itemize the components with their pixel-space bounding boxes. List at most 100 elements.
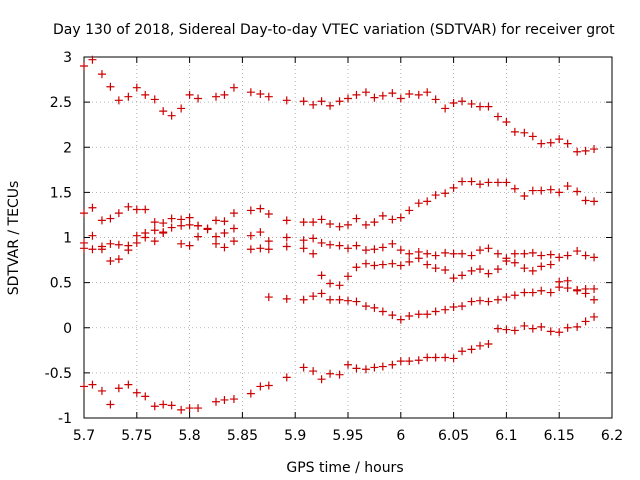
data-point-upper-middle — [80, 209, 88, 218]
data-point-low — [388, 311, 397, 320]
data-point-lower-middle — [141, 233, 150, 242]
data-point-bottom — [431, 353, 440, 362]
data-point-bottom — [185, 404, 194, 413]
data-point-lower-middle — [159, 228, 168, 237]
data-point-middle — [132, 238, 141, 247]
data-point-middle — [212, 232, 220, 241]
ticks — [83, 56, 613, 419]
data-point-middle — [563, 251, 572, 260]
data-point-near-zero — [546, 327, 555, 336]
data-point-lower-middle — [493, 265, 502, 274]
data-point-low — [510, 291, 519, 300]
x-tick-label: 5.85 — [227, 428, 258, 444]
data-point-top — [317, 97, 326, 106]
data-point-top — [458, 97, 467, 106]
data-point-upper-middle — [581, 196, 590, 205]
data-point-top — [220, 90, 229, 99]
data-point-middle — [317, 238, 326, 247]
data-point-upper-middle — [106, 214, 115, 223]
data-point-bottom — [388, 360, 397, 369]
x-tick-label: 6.2 — [601, 428, 623, 444]
data-point-top — [555, 135, 564, 144]
data-point-lower-middle — [441, 265, 450, 274]
data-point-upper-middle — [467, 177, 476, 186]
data-point-low — [449, 302, 458, 311]
data-point-upper-middle — [449, 183, 458, 192]
data-point-bottom — [414, 356, 423, 365]
data-point-upper-middle — [114, 209, 123, 218]
data-point-bottom — [141, 392, 150, 401]
data-point-upper-middle — [431, 191, 440, 200]
data-point-upper-middle — [246, 206, 255, 215]
data-point-bottom — [326, 369, 335, 378]
y-tick-label: 2 — [63, 140, 72, 156]
data-point-upper-middle — [352, 214, 361, 223]
data-point-middle — [590, 253, 599, 262]
data-point-lower-middle — [590, 284, 599, 293]
data-point-bottom — [256, 382, 265, 391]
data-point-top — [467, 99, 476, 108]
data-point-lower-middle — [150, 237, 159, 246]
x-tick-label: 6.15 — [544, 428, 575, 444]
data-point-bottom — [212, 397, 220, 406]
data-point-middle — [229, 224, 238, 233]
data-point-middle — [467, 251, 476, 260]
data-point-bottom — [449, 354, 458, 363]
data-point-top — [159, 107, 168, 116]
data-point-top — [405, 90, 414, 99]
y-tick-label: -0.5 — [45, 366, 72, 382]
data-point-top — [229, 83, 238, 92]
data-point-top — [141, 90, 150, 99]
data-point-upper-middle — [546, 185, 555, 194]
data-point-top — [590, 145, 599, 154]
data-point-middle — [220, 228, 229, 237]
data-point-middle — [405, 249, 414, 258]
data-point-middle — [484, 244, 493, 253]
data-point-bottom — [467, 345, 476, 354]
data-point-lower-middle — [467, 266, 476, 275]
x-tick-label: 5.75 — [121, 428, 152, 444]
data-point-top — [106, 82, 115, 91]
data-point-top — [344, 94, 352, 103]
data-point-bottom — [246, 389, 255, 398]
data-point-low — [396, 315, 405, 324]
data-point-lower-middle — [97, 245, 106, 254]
data-point-lower-middle — [344, 272, 352, 281]
y-tick-label: -1 — [58, 411, 72, 427]
data-point-middle — [449, 249, 458, 258]
data-point-lower-middle — [282, 233, 291, 242]
data-point-middle — [88, 245, 97, 254]
data-point-top — [88, 55, 97, 64]
data-point-bottom — [106, 400, 115, 409]
data-point-upper-middle — [159, 219, 168, 228]
data-point-bottom — [220, 395, 229, 404]
data-point-near-zero — [563, 323, 572, 332]
data-point-low — [502, 293, 511, 302]
data-point-lower-middle — [220, 243, 229, 252]
x-tick-label: 5.7 — [73, 428, 95, 444]
data-point-upper-middle — [563, 182, 572, 191]
data-point-low — [581, 289, 590, 298]
data-point-low — [309, 292, 318, 301]
data-point-lower-middle — [317, 271, 326, 280]
data-point-upper-middle — [528, 186, 537, 195]
data-point-lower-middle — [335, 281, 344, 290]
data-point-low — [317, 289, 326, 298]
data-point-low — [537, 286, 546, 295]
data-point-upper-middle — [141, 205, 150, 214]
data-point-bottom — [484, 339, 493, 348]
data-point-lower-middle — [528, 266, 537, 275]
data-point-lower-middle — [88, 231, 97, 240]
data-point-lower-middle — [510, 258, 519, 267]
data-point-near-zero — [502, 325, 511, 334]
data-point-low — [520, 288, 529, 297]
data-point-bottom — [370, 363, 379, 372]
data-point-near-zero — [590, 312, 599, 321]
chart-title: Day 130 of 2018, Sidereal Day-to-day VTE… — [53, 22, 615, 38]
data-point-bottom — [159, 400, 168, 409]
data-point-lower-middle — [476, 265, 484, 274]
data-point-top — [246, 88, 255, 97]
data-points — [80, 55, 599, 414]
data-point-low — [441, 305, 450, 314]
y-tick-label: 0 — [63, 321, 72, 337]
